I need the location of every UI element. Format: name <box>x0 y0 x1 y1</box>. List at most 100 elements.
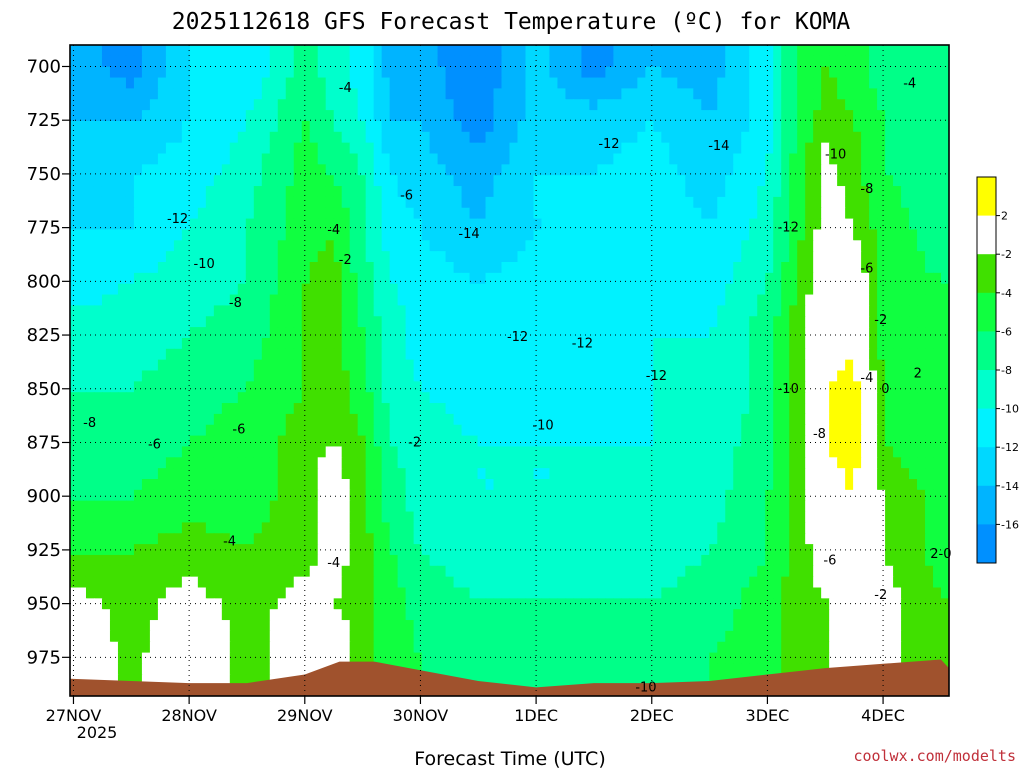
temperature-cell <box>837 153 846 165</box>
temperature-cell <box>269 55 279 68</box>
temperature-cell <box>909 186 918 198</box>
temperature-cell <box>149 175 159 187</box>
temperature-cell <box>933 424 942 437</box>
temperature-cell <box>149 88 159 100</box>
temperature-cell <box>765 99 774 111</box>
temperature-cell <box>581 359 591 372</box>
temperature-cell <box>821 218 830 231</box>
temperature-cell <box>877 316 886 328</box>
temperature-cell <box>189 229 199 241</box>
temperature-cell <box>717 66 726 79</box>
temperature-cell <box>797 120 806 133</box>
temperature-cell <box>941 66 949 79</box>
temperature-cell <box>749 110 758 122</box>
temperature-cell <box>173 186 183 198</box>
temperature-cell <box>805 305 814 317</box>
temperature-cell <box>501 45 511 57</box>
temperature-cell <box>621 66 630 79</box>
temperature-cell <box>437 262 447 274</box>
temperature-cell <box>797 55 806 68</box>
temperature-cell <box>925 45 934 57</box>
temperature-cell <box>829 392 838 404</box>
temperature-cell <box>565 55 575 68</box>
temperature-cell <box>93 120 103 133</box>
temperature-cell <box>733 468 742 480</box>
temperature-cell <box>397 99 407 111</box>
temperature-cell <box>205 424 215 437</box>
temperature-cell <box>709 110 718 122</box>
temperature-cell <box>349 218 359 231</box>
temperature-cell <box>637 500 646 513</box>
temperature-cell <box>861 207 870 220</box>
temperature-cell <box>733 522 742 534</box>
temperature-cell <box>925 55 934 68</box>
temperature-cell <box>837 392 846 404</box>
temperature-cell <box>685 294 694 306</box>
temperature-cell <box>229 99 239 111</box>
temperature-cell <box>437 207 447 220</box>
temperature-cell <box>925 316 934 328</box>
temperature-cell <box>861 457 870 469</box>
temperature-cell <box>533 457 543 469</box>
temperature-cell <box>357 403 367 415</box>
temperature-cell <box>213 77 223 89</box>
temperature-cell <box>341 175 351 187</box>
temperature-cell <box>533 120 543 133</box>
temperature-cell <box>485 218 495 231</box>
temperature-cell <box>549 403 559 415</box>
temperature-cell <box>381 283 391 296</box>
temperature-cell <box>941 283 949 296</box>
temperature-cell <box>557 186 567 198</box>
temperature-cell <box>501 77 511 89</box>
temperature-cell <box>677 120 686 133</box>
temperature-cell <box>861 359 870 372</box>
temperature-cell <box>413 175 423 187</box>
temperature-cell <box>549 435 559 448</box>
temperature-cell <box>901 55 910 68</box>
temperature-cell <box>725 381 734 393</box>
temperature-cell <box>853 240 862 252</box>
temperature-cell <box>877 240 886 252</box>
temperature-cell <box>933 88 942 100</box>
temperature-cell <box>317 305 327 317</box>
temperature-cell <box>309 262 319 274</box>
temperature-cell <box>325 500 335 513</box>
temperature-cell <box>421 110 431 122</box>
temperature-cell <box>925 251 934 263</box>
temperature-cell <box>885 489 894 502</box>
temperature-cell <box>469 175 479 187</box>
temperature-cell <box>285 337 295 350</box>
temperature-cell <box>829 489 838 502</box>
temperature-cell <box>325 131 335 144</box>
temperature-cell <box>885 153 894 165</box>
temperature-cell <box>869 511 878 523</box>
temperature-cell <box>117 99 127 111</box>
temperature-cell <box>717 500 726 513</box>
temperature-cell <box>253 370 263 382</box>
temperature-cell <box>277 413 287 426</box>
temperature-cell <box>189 251 199 263</box>
temperature-cell <box>885 207 894 220</box>
temperature-cell <box>917 457 926 469</box>
temperature-cell <box>877 305 886 317</box>
temperature-cell <box>837 500 846 513</box>
temperature-cell <box>101 500 111 513</box>
temperature-cell <box>685 305 694 317</box>
temperature-cell <box>445 131 455 144</box>
temperature-cell <box>469 186 479 198</box>
temperature-cell <box>549 77 559 89</box>
temperature-cell <box>173 403 183 415</box>
temperature-cell <box>357 511 367 523</box>
temperature-cell <box>253 77 263 89</box>
temperature-cell <box>621 240 630 252</box>
temperature-cell <box>213 337 223 350</box>
temperature-cell <box>237 262 247 274</box>
temperature-cell <box>277 196 287 209</box>
temperature-cell <box>197 153 207 165</box>
temperature-cell <box>397 283 407 296</box>
temperature-cell <box>629 175 638 187</box>
temperature-cell <box>437 175 447 187</box>
temperature-cell <box>469 305 479 317</box>
temperature-cell <box>133 131 143 144</box>
temperature-cell <box>829 66 838 79</box>
